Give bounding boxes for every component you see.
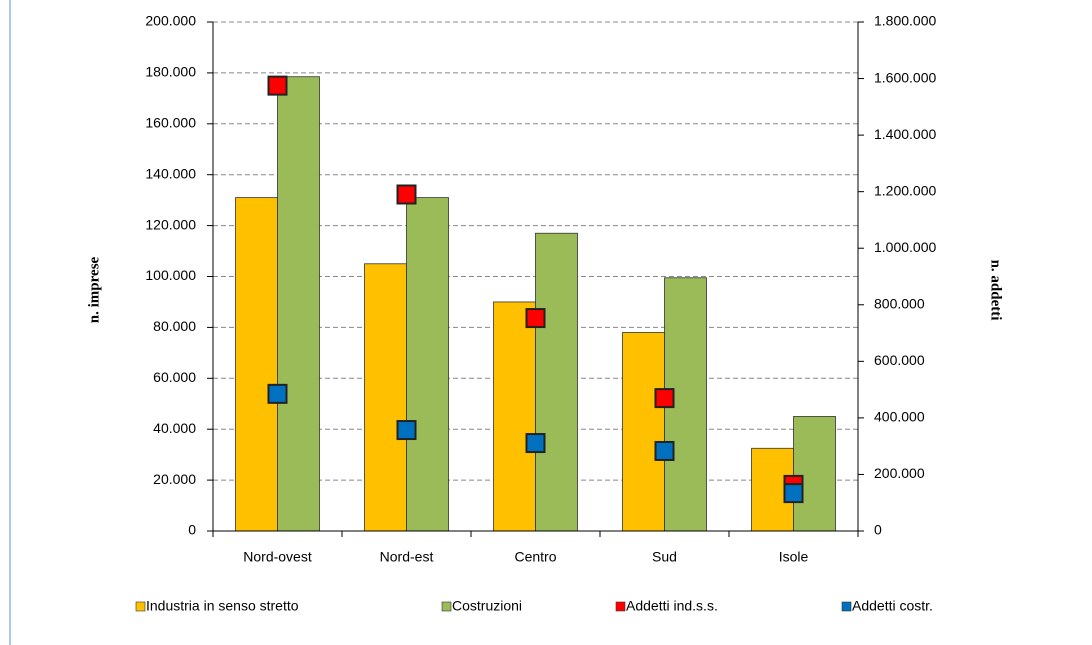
y2-tick-label: 400.000 [874,409,925,425]
marker [396,420,417,441]
y2-tick-label: 1.800.000 [874,13,936,29]
marker [396,184,417,205]
bar [535,232,578,532]
legend-swatch [441,601,452,612]
bar [406,197,449,532]
x-tick-label: Isole [779,549,809,565]
y2-tick-label: 1.600.000 [874,69,936,85]
legend-label: Addetti costr. [852,598,933,614]
marker [525,308,546,329]
y-tick-label: 80.000 [153,318,196,334]
bar [235,197,278,532]
y-tick-label: 180.000 [145,64,196,80]
bar [364,263,407,532]
legend-swatch [841,601,852,612]
x-tick-label: Centro [514,549,556,565]
y-tick-label: 100.000 [145,267,196,283]
x-tick-label: Nord-est [380,549,434,565]
bar [277,76,320,532]
y-tick-label: 20.000 [153,471,196,487]
y2-tick-label: 1.200.000 [874,182,936,198]
marker [525,433,546,454]
legend-swatch [135,601,146,612]
marker [267,383,288,404]
y-tick-label: 120.000 [145,216,196,232]
y-tick-label: 0 [188,522,196,538]
legend-label: Addetti ind.s.s. [626,598,718,614]
bar [493,301,536,532]
y2-tick-label: 800.000 [874,295,925,311]
y-axis-title: n. imprese [86,256,102,323]
marker [267,75,288,96]
y-tick-label: 200.000 [145,13,196,29]
marker [654,440,675,461]
y2-axis-title: n. addetti [988,260,1004,321]
legend-label: Costruzioni [452,598,522,614]
legend-swatch [615,601,626,612]
marker [783,483,804,504]
bar [793,416,836,532]
legend-label: Industria in senso stretto [146,598,299,614]
x-tick-label: Sud [652,549,677,565]
bar [622,332,665,532]
y2-tick-label: 200.000 [874,465,925,481]
y2-tick-label: 600.000 [874,352,925,368]
x-tick-label: Nord-ovest [243,549,312,565]
y-tick-label: 40.000 [153,420,196,436]
y2-tick-label: 0 [874,522,882,538]
y-tick-label: 140.000 [145,165,196,181]
y2-tick-label: 1.000.000 [874,239,936,255]
y-tick-label: 60.000 [153,369,196,385]
y-tick-label: 160.000 [145,115,196,131]
marker [654,388,675,409]
y2-tick-label: 1.400.000 [874,126,936,142]
